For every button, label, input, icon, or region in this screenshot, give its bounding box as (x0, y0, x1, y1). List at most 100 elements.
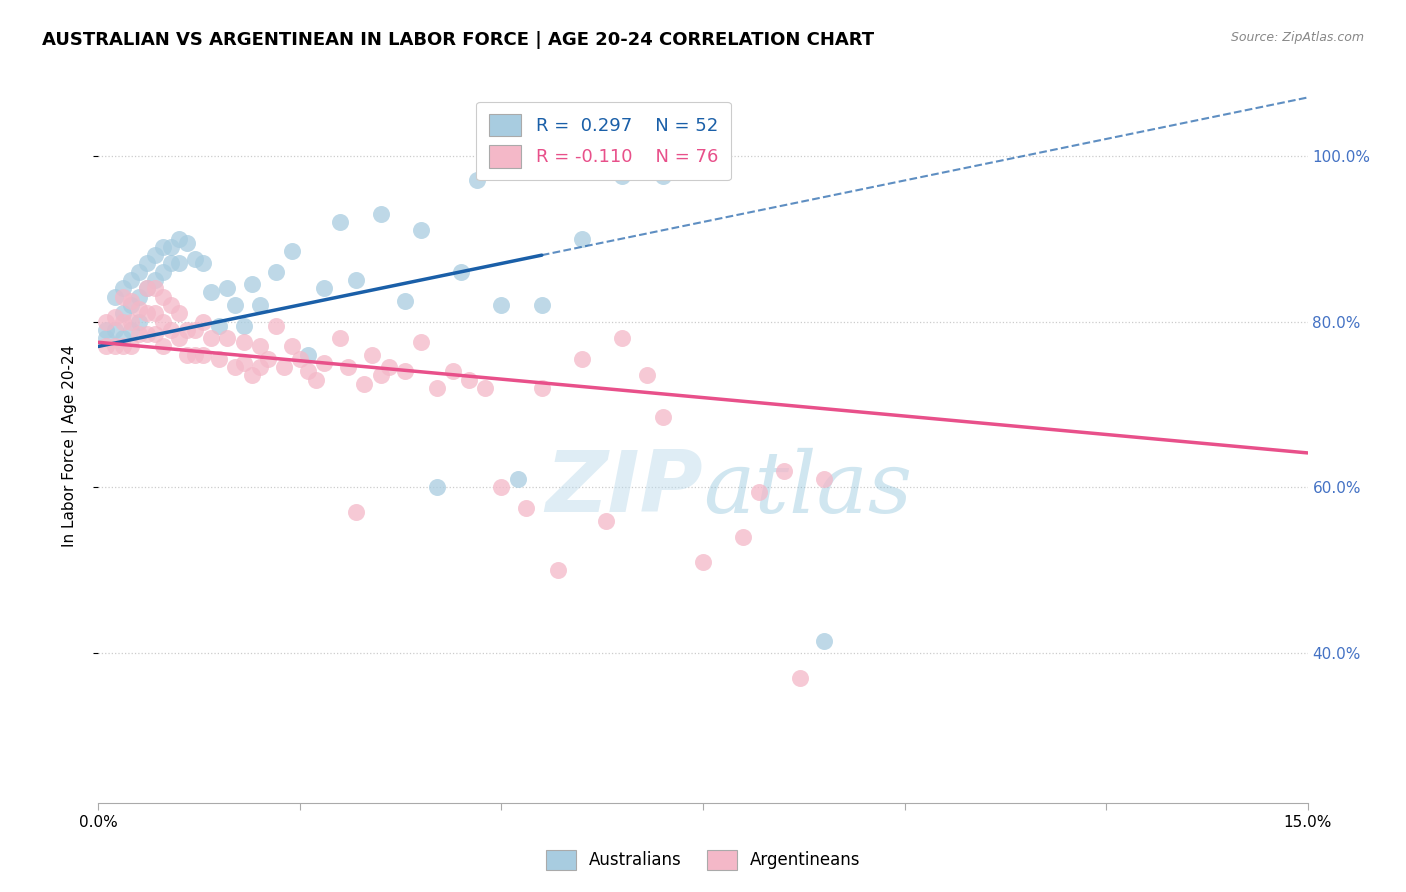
Text: ZIP: ZIP (546, 447, 703, 531)
Point (394, 364, 416, 378)
Text: atlas: atlas (703, 448, 912, 530)
Point (530, 298, 553, 312)
Point (208, 351, 231, 366)
Point (193, 256, 215, 270)
Point (193, 348, 215, 362)
Point (96, 339, 118, 353)
Point (135, 256, 157, 270)
Point (128, 314, 150, 328)
Point (281, 339, 304, 353)
Point (515, 501, 537, 516)
Point (748, 484, 770, 499)
Point (128, 290, 150, 304)
Text: AUSTRALIAN VS ARGENTINEAN IN LABOR FORCE | AGE 20-24 CORRELATION CHART: AUSTRALIAN VS ARGENTINEAN IN LABOR FORCE… (42, 31, 875, 49)
Point (465, 173, 488, 187)
Point (329, 215, 352, 229)
Point (143, 281, 166, 295)
Point (200, 285, 222, 300)
Point (160, 240, 183, 254)
Point (249, 360, 271, 375)
Point (571, 351, 593, 366)
Point (184, 252, 207, 267)
Point (651, 409, 673, 424)
Point (217, 281, 239, 295)
Point (208, 318, 231, 333)
Point (329, 331, 352, 345)
Point (314, 281, 336, 295)
Point (547, 564, 569, 578)
Point (344, 273, 367, 287)
Point (249, 339, 271, 353)
Point (813, 472, 835, 486)
Point (370, 368, 392, 383)
Y-axis label: In Labor Force | Age 20-24: In Labor Force | Age 20-24 (62, 345, 77, 547)
Point (281, 244, 304, 258)
Point (135, 306, 157, 320)
Point (353, 376, 375, 391)
Point (103, 323, 125, 337)
Text: Source: ZipAtlas.com: Source: ZipAtlas.com (1230, 31, 1364, 45)
Point (184, 323, 207, 337)
Point (377, 360, 399, 375)
Point (96, 323, 118, 337)
Point (297, 364, 319, 378)
Point (692, 555, 714, 569)
Point (135, 281, 157, 295)
Point (530, 381, 553, 395)
Point (491, 298, 513, 312)
Point (249, 298, 271, 312)
Point (143, 326, 166, 341)
Point (232, 356, 254, 370)
Point (426, 481, 449, 495)
Point (426, 381, 449, 395)
Point (305, 373, 328, 387)
Point (474, 381, 496, 395)
Point (111, 306, 134, 320)
Point (176, 348, 198, 362)
Point (409, 335, 432, 350)
Point (651, 169, 673, 184)
Point (160, 256, 183, 270)
Point (264, 265, 287, 279)
Point (571, 231, 593, 245)
Point (135, 326, 157, 341)
Point (103, 290, 125, 304)
Point (152, 265, 174, 279)
Point (217, 331, 239, 345)
Point (128, 302, 150, 317)
Point (120, 339, 142, 353)
Point (789, 671, 811, 685)
Point (143, 273, 166, 287)
Point (288, 351, 311, 366)
Point (297, 348, 319, 362)
Point (152, 240, 174, 254)
Point (224, 360, 246, 375)
Point (733, 530, 755, 544)
Point (612, 169, 634, 184)
Point (135, 281, 157, 295)
Point (167, 231, 190, 245)
Point (176, 235, 198, 250)
Point (441, 364, 464, 378)
Point (128, 265, 150, 279)
Point (491, 481, 513, 495)
Point (314, 356, 336, 370)
Point (193, 314, 215, 328)
Point (224, 298, 246, 312)
Point (200, 331, 222, 345)
Point (361, 348, 384, 362)
Point (167, 256, 190, 270)
Point (506, 472, 529, 486)
Point (152, 290, 174, 304)
Point (111, 331, 134, 345)
Point (636, 368, 658, 383)
Point (120, 273, 142, 287)
Point (394, 293, 416, 308)
Point (120, 293, 142, 308)
Point (264, 318, 287, 333)
Point (111, 314, 134, 328)
Point (160, 298, 183, 312)
Point (152, 339, 174, 353)
Point (120, 298, 142, 312)
Point (458, 373, 481, 387)
